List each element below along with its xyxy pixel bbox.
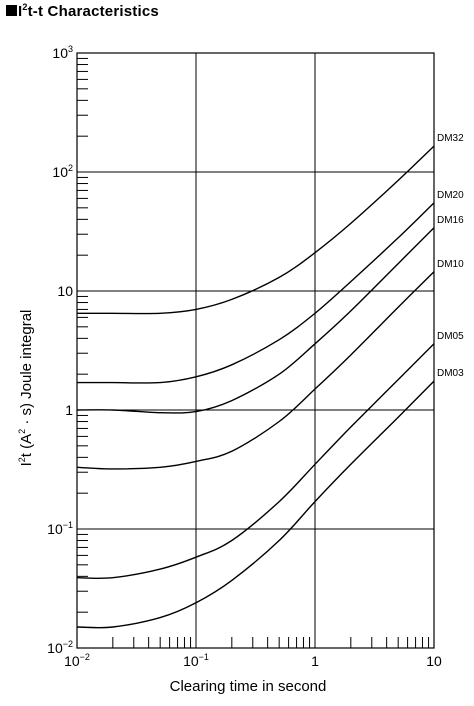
y-tick-label: 10 bbox=[57, 283, 73, 299]
x-tick-label: 10 bbox=[426, 653, 442, 669]
tick-label-layer: 10−2 10−1 1 10 102 103 10−2 10−1 1 10 bbox=[47, 44, 442, 669]
x-axis-label: Clearing time in second bbox=[169, 678, 327, 695]
plot-frame bbox=[76, 52, 435, 649]
title-superscript: 2 bbox=[22, 2, 28, 12]
series-line-dm16 bbox=[76, 227, 435, 414]
title-prefix: I bbox=[18, 3, 23, 20]
series-line-dm10 bbox=[76, 271, 435, 470]
series-label-dm03: DM03 bbox=[437, 368, 464, 379]
series-line-dm32 bbox=[77, 145, 435, 315]
chart-title: I2t-t Characteristics bbox=[6, 2, 159, 20]
series-label-dm16: DM16 bbox=[437, 215, 464, 226]
series-line-dm20 bbox=[77, 202, 435, 384]
x-tick-label: 1 bbox=[311, 653, 319, 669]
y-tick-label: 10−1 bbox=[47, 520, 73, 537]
square-bullet-icon bbox=[6, 5, 17, 16]
y-tick-label: 103 bbox=[52, 44, 73, 61]
y-tick-label: 1 bbox=[65, 402, 73, 418]
series-label-dm10: DM10 bbox=[437, 259, 464, 270]
title-text: t-t Characteristics bbox=[27, 3, 159, 20]
series-line-dm03 bbox=[76, 380, 435, 629]
series-layer bbox=[76, 145, 435, 629]
series-label-layer: DM32 DM20 DM16 DM10 DM05 DM03 bbox=[437, 133, 464, 379]
y-axis-label: I2t (A2 · s) Joule integral bbox=[17, 309, 35, 467]
series-label-dm05: DM05 bbox=[437, 331, 464, 342]
x-tick-label: 10−2 bbox=[64, 652, 90, 669]
y-tick-label: 10−2 bbox=[47, 639, 73, 656]
series-label-dm20: DM20 bbox=[437, 190, 464, 201]
grid-layer bbox=[76, 52, 435, 649]
series-line-dm05 bbox=[76, 343, 435, 580]
x-tick-label: 10−1 bbox=[183, 652, 209, 669]
y-tick-label: 102 bbox=[52, 163, 73, 180]
series-label-dm32: DM32 bbox=[437, 133, 464, 144]
